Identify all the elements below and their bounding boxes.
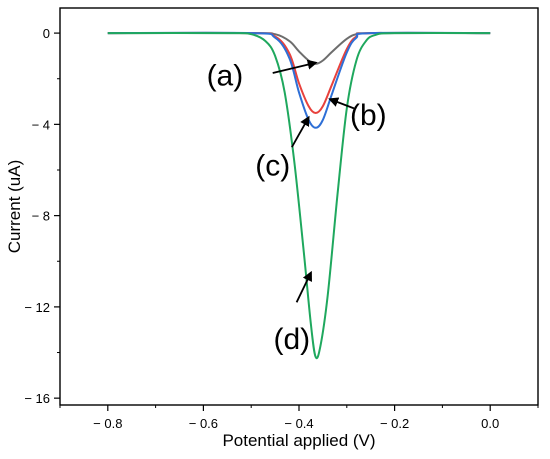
- annotation-arrow: [272, 59, 318, 74]
- y-tick-label: − 12: [24, 300, 50, 315]
- annotation-arrow: [328, 97, 355, 110]
- annotation-label: (d): [273, 323, 310, 356]
- axis-layer: − 0.8 − 0.6 − 0.4 − 0.2 0.0 0 − 4 − 8 − 12 − 16: [24, 26, 539, 431]
- plot-layer: [107, 31, 491, 360]
- y-axis-title: Current (uA): [5, 160, 24, 254]
- annotation-arrow: [291, 115, 310, 148]
- y-tick-label: − 4: [32, 117, 50, 132]
- series-line-2: [107, 31, 491, 114]
- series-line-3: [107, 31, 491, 129]
- x-tick-label: − 0.4: [284, 416, 313, 431]
- x-axis-title: Potential applied (V): [222, 431, 375, 450]
- annotation-arrow: [295, 270, 312, 303]
- x-tick-label: − 0.6: [189, 416, 218, 431]
- annotation-label: (c): [255, 149, 290, 182]
- y-tick-label: 0: [43, 26, 50, 41]
- y-tick-label: − 16: [24, 391, 50, 406]
- x-tick-label: − 0.2: [380, 416, 409, 431]
- annotation-layer: (a) (b) (c) (d): [207, 59, 387, 356]
- y-tick-label: − 8: [32, 209, 50, 224]
- series-line-1: [107, 32, 491, 65]
- x-tick-label: − 0.8: [93, 416, 122, 431]
- x-tick-label: 0.0: [481, 416, 499, 431]
- annotation-label: (b): [350, 99, 387, 132]
- annotation-label: (a): [207, 59, 244, 92]
- series-line-4: [107, 31, 491, 360]
